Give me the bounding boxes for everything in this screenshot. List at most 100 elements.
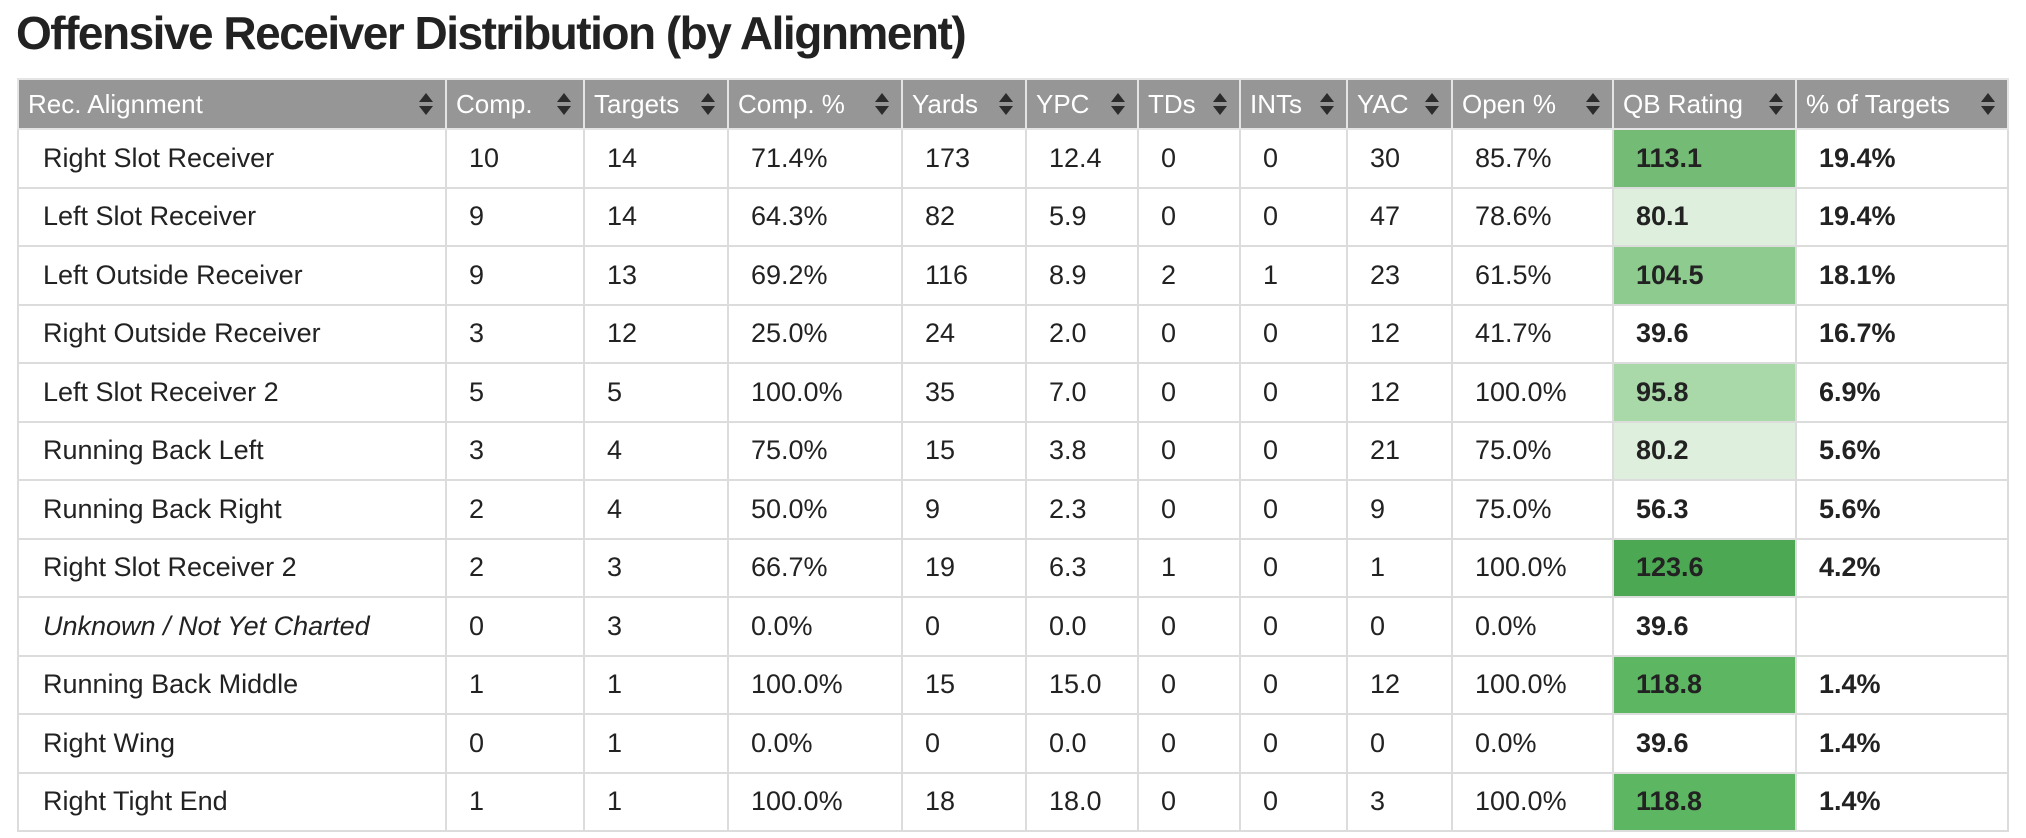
cell-open-pct: 100.0% <box>1451 771 1614 832</box>
cell-ypc: 2.0 <box>1025 303 1139 364</box>
cell-yac: 12 <box>1346 362 1453 423</box>
column-header-comp[interactable]: Comp. <box>445 78 585 130</box>
column-header-label: Comp. <box>456 88 533 119</box>
sort-icon[interactable] <box>1981 93 1995 115</box>
cell-open-pct: 100.0% <box>1451 537 1614 598</box>
sort-icon[interactable] <box>1320 93 1334 115</box>
column-header-label: QB Rating <box>1623 88 1743 119</box>
cell-tds: 0 <box>1137 713 1241 774</box>
receiver-distribution-table: Rec. Alignment Comp. Targets Comp. % Yards YP… <box>17 78 2009 832</box>
cell-ypc: 18.0 <box>1025 771 1139 832</box>
column-header-pct-targets[interactable]: % of Targets <box>1795 78 2009 130</box>
table-row: Running Back Right 2 4 50.0% 9 2.3 0 0 9 75.0% 56.… <box>17 479 2009 540</box>
column-header-label: Rec. Alignment <box>28 88 203 119</box>
sort-icon[interactable] <box>557 93 571 115</box>
cell-targets: 3 <box>583 596 729 657</box>
cell-comp-pct: 100.0% <box>727 771 903 832</box>
cell-pct-targets: 5.6% <box>1795 420 2009 481</box>
sort-icon[interactable] <box>1586 93 1600 115</box>
cell-yac: 12 <box>1346 303 1453 364</box>
column-header-open-pct[interactable]: Open % <box>1451 78 1614 130</box>
cell-pct-targets: 1.4% <box>1795 771 2009 832</box>
column-header-qb-rating[interactable]: QB Rating <box>1612 78 1797 130</box>
cell-tds: 0 <box>1137 420 1241 481</box>
column-header-yards[interactable]: Yards <box>901 78 1027 130</box>
cell-qb-rating: 123.6 <box>1612 537 1797 598</box>
sort-icon[interactable] <box>1769 93 1783 115</box>
cell-targets: 1 <box>583 713 729 774</box>
cell-qb-rating: 118.8 <box>1612 654 1797 715</box>
cell-qb-rating: 80.1 <box>1612 186 1797 247</box>
cell-ypc: 7.0 <box>1025 362 1139 423</box>
cell-ints: 0 <box>1239 420 1348 481</box>
cell-alignment: Left Outside Receiver <box>17 245 447 306</box>
column-header-yac[interactable]: YAC <box>1346 78 1453 130</box>
cell-yac: 30 <box>1346 128 1453 189</box>
cell-yards: 19 <box>901 537 1027 598</box>
column-header-tds[interactable]: TDs <box>1137 78 1241 130</box>
column-header-label: INTs <box>1250 88 1302 119</box>
table-row: Right Wing 0 1 0.0% 0 0.0 0 0 0 0.0% 39.6 1.4% <box>17 713 2009 774</box>
cell-ints: 1 <box>1239 245 1348 306</box>
table-row: Right Slot Receiver 2 2 3 66.7% 19 6.3 1 0 1 100.… <box>17 537 2009 598</box>
column-header-ypc[interactable]: YPC <box>1025 78 1139 130</box>
sort-icon[interactable] <box>419 93 433 115</box>
cell-qb-rating: 39.6 <box>1612 713 1797 774</box>
cell-yards: 173 <box>901 128 1027 189</box>
cell-yac: 3 <box>1346 771 1453 832</box>
cell-targets: 14 <box>583 128 729 189</box>
cell-alignment: Right Slot Receiver <box>17 128 447 189</box>
sort-icon[interactable] <box>875 93 889 115</box>
sort-icon[interactable] <box>701 93 715 115</box>
cell-yards: 35 <box>901 362 1027 423</box>
table-header-row: Rec. Alignment Comp. Targets Comp. % Yards YP… <box>17 78 2009 130</box>
cell-pct-targets: 19.4% <box>1795 186 2009 247</box>
cell-ypc: 2.3 <box>1025 479 1139 540</box>
sort-icon[interactable] <box>1111 93 1125 115</box>
cell-tds: 0 <box>1137 479 1241 540</box>
column-header-label: Comp. % <box>738 88 845 119</box>
cell-alignment: Left Slot Receiver 2 <box>17 362 447 423</box>
cell-open-pct: 0.0% <box>1451 713 1614 774</box>
cell-comp: 3 <box>445 420 585 481</box>
cell-pct-targets: 1.4% <box>1795 713 2009 774</box>
cell-targets: 14 <box>583 186 729 247</box>
cell-tds: 0 <box>1137 654 1241 715</box>
cell-pct-targets: 6.9% <box>1795 362 2009 423</box>
cell-yac: 12 <box>1346 654 1453 715</box>
cell-tds: 0 <box>1137 186 1241 247</box>
sort-icon[interactable] <box>1425 93 1439 115</box>
column-header-alignment[interactable]: Rec. Alignment <box>17 78 447 130</box>
cell-yac: 0 <box>1346 596 1453 657</box>
cell-yards: 15 <box>901 420 1027 481</box>
column-header-comp-pct[interactable]: Comp. % <box>727 78 903 130</box>
table-row: Running Back Left 3 4 75.0% 15 3.8 0 0 21 75.0% 80… <box>17 420 2009 481</box>
cell-comp: 0 <box>445 713 585 774</box>
table-row: Left Slot Receiver 2 5 5 100.0% 35 7.0 0 0 12 100… <box>17 362 2009 423</box>
cell-pct-targets: 4.2% <box>1795 537 2009 598</box>
cell-comp: 9 <box>445 245 585 306</box>
cell-ypc: 0.0 <box>1025 713 1139 774</box>
cell-targets: 12 <box>583 303 729 364</box>
cell-comp: 0 <box>445 596 585 657</box>
cell-open-pct: 78.6% <box>1451 186 1614 247</box>
column-header-targets[interactable]: Targets <box>583 78 729 130</box>
cell-ints: 0 <box>1239 186 1348 247</box>
cell-comp-pct: 64.3% <box>727 186 903 247</box>
cell-qb-rating: 113.1 <box>1612 128 1797 189</box>
cell-open-pct: 0.0% <box>1451 596 1614 657</box>
sort-icon[interactable] <box>1213 93 1227 115</box>
cell-comp-pct: 0.0% <box>727 596 903 657</box>
cell-comp-pct: 75.0% <box>727 420 903 481</box>
cell-open-pct: 61.5% <box>1451 245 1614 306</box>
cell-open-pct: 85.7% <box>1451 128 1614 189</box>
cell-alignment: Left Slot Receiver <box>17 186 447 247</box>
cell-ints: 0 <box>1239 713 1348 774</box>
column-header-ints[interactable]: INTs <box>1239 78 1348 130</box>
cell-alignment: Right Tight End <box>17 771 447 832</box>
cell-yac: 47 <box>1346 186 1453 247</box>
cell-ints: 0 <box>1239 596 1348 657</box>
sort-icon[interactable] <box>999 93 1013 115</box>
cell-ypc: 12.4 <box>1025 128 1139 189</box>
cell-alignment: Unknown / Not Yet Charted <box>17 596 447 657</box>
